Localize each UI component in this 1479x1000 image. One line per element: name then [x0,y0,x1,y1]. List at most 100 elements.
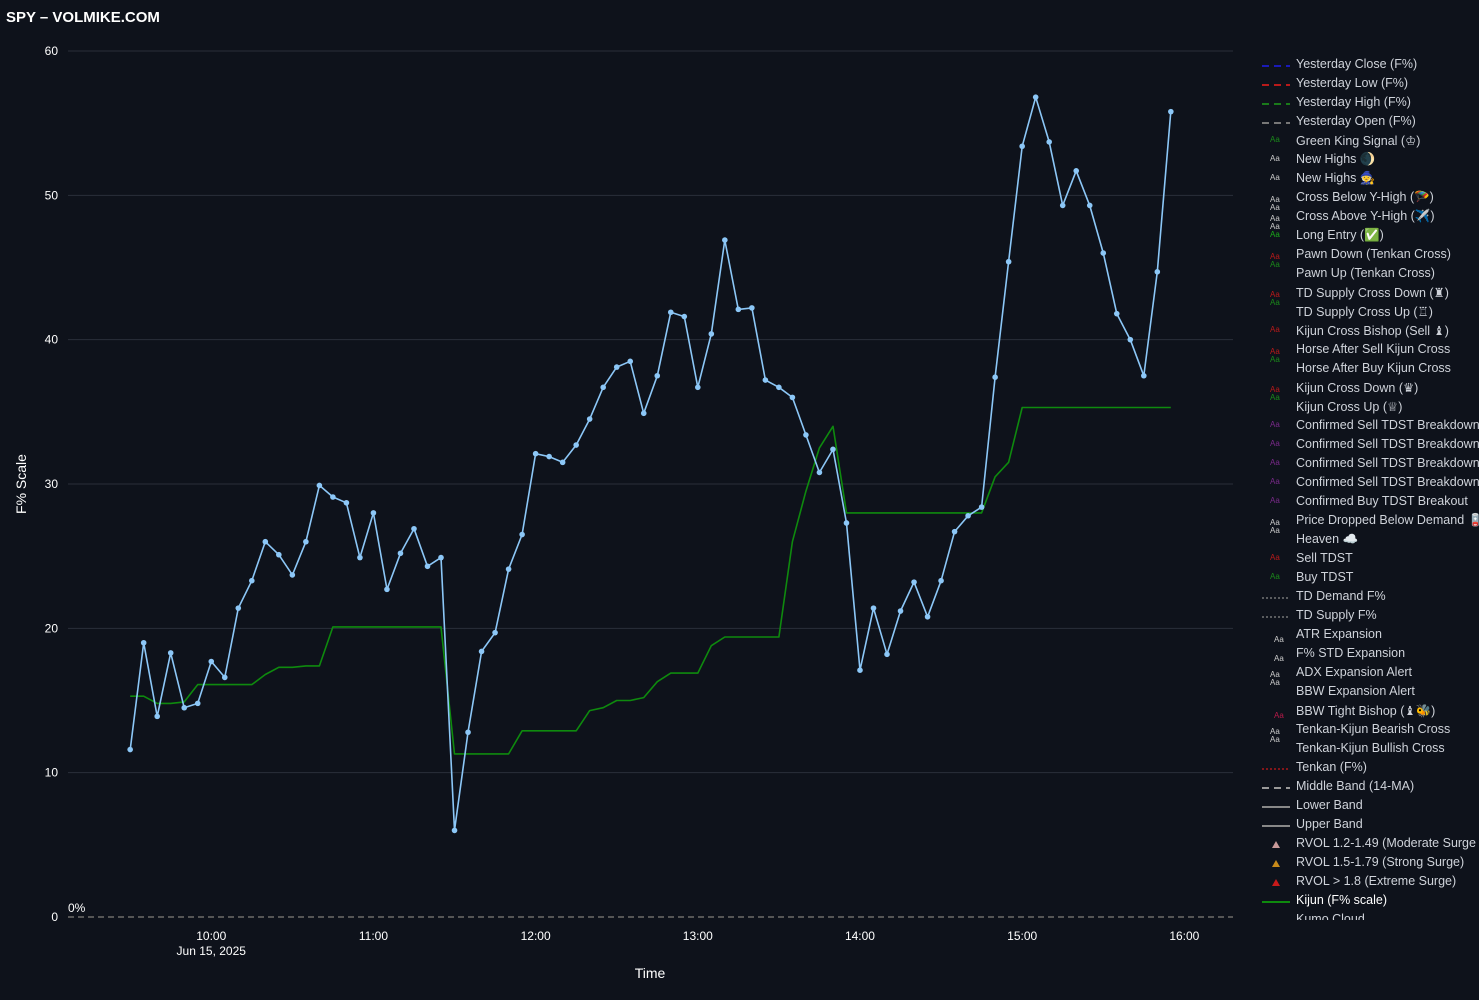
price-point[interactable] [1019,143,1025,150]
price-point[interactable] [167,650,174,656]
legend-item[interactable]: Aa Aa Pawn Down (Tenkan Cross) [1258,246,1479,269]
price-point[interactable] [1168,108,1174,115]
price-point[interactable] [951,528,958,535]
price-point[interactable] [1113,310,1120,317]
legend-item[interactable]: Heaven ☁️ [1258,531,1479,550]
legend-item[interactable]: Aa BBW Tight Bishop (♝🐝) [1258,702,1479,721]
price-point[interactable] [722,237,728,243]
price-point[interactable] [1059,202,1066,209]
legend-item[interactable]: Yesterday Low (F%) [1258,75,1479,94]
price-point[interactable] [803,432,809,438]
price-point[interactable] [1100,250,1107,256]
legend-item[interactable]: Aa New Highs 🌒 [1258,151,1479,170]
legend-item[interactable]: Horse After Buy Kijun Cross [1258,360,1479,379]
legend-item[interactable]: Tenkan-Kijun Bullish Cross [1258,740,1479,759]
price-point[interactable] [776,384,782,391]
legend-item[interactable]: Aa Aa Tenkan-Kijun Bearish Cross [1258,721,1479,744]
price-point[interactable] [492,629,498,636]
price-point[interactable] [640,410,647,417]
price-point[interactable] [654,372,661,379]
price-point[interactable] [938,577,944,584]
price-point[interactable] [276,551,282,558]
legend-item[interactable]: Aa Aa TD Supply Cross Down (♜) [1258,284,1479,307]
price-point[interactable] [843,520,850,526]
price-point[interactable] [911,579,917,585]
price-point[interactable] [546,453,552,460]
legend-item[interactable]: Aa ATR Expansion [1258,626,1479,645]
price-point[interactable] [857,667,863,673]
legend-item[interactable]: Pawn Up (Tenkan Cross) [1258,265,1479,284]
price-point[interactable] [1073,167,1080,174]
price-point[interactable] [478,648,485,655]
price-point[interactable] [519,531,525,538]
price-point[interactable] [181,704,188,711]
price-point[interactable] [992,374,998,380]
price-point[interactable] [330,494,336,500]
price-point[interactable] [884,651,890,658]
legend-item[interactable]: Upper Band [1258,816,1479,835]
legend-item[interactable]: RVOL 1.2-1.49 (Moderate Surge [1258,835,1479,854]
price-point[interactable] [1127,336,1134,343]
price-point[interactable] [924,613,931,620]
price-point[interactable] [978,504,985,510]
price-point[interactable] [438,554,444,561]
price-point[interactable] [1154,269,1161,275]
legend-item[interactable]: Kijun (F% scale) [1258,892,1479,911]
price-point[interactable] [343,499,350,506]
price-point[interactable] [465,729,471,736]
price-point[interactable] [667,309,674,316]
price-point[interactable] [289,572,296,578]
legend-item[interactable]: Aa Green King Signal (♔) [1258,132,1479,151]
price-point[interactable] [965,512,971,519]
kijun-line[interactable] [130,406,1171,755]
price-point[interactable] [208,658,215,665]
price-point[interactable] [221,674,228,681]
legend-item[interactable]: Yesterday Close (F%) [1258,56,1479,75]
legend-item[interactable]: Aa Aa Horse After Sell Kijun Cross [1258,341,1479,364]
price-point[interactable] [127,746,133,753]
legend-item[interactable]: Yesterday Open (F%) [1258,113,1479,132]
legend-item[interactable]: Lower Band [1258,797,1479,816]
price-point[interactable] [316,482,323,489]
legend-item[interactable]: TD Supply F% [1258,607,1479,626]
legend-item[interactable]: Kijun Cross Up (♕) [1258,398,1479,417]
legend-item[interactable]: Aa Long Entry (✅) [1258,227,1479,246]
legend-item[interactable]: BBW Expansion Alert [1258,683,1479,702]
price-point[interactable] [357,554,363,561]
legend-item[interactable]: Middle Band (14-MA) [1258,778,1479,797]
legend-item[interactable]: Aa Kijun Cross Bishop (Sell ♝) [1258,322,1479,341]
price-point[interactable] [1086,202,1093,209]
price-point[interactable] [384,586,390,593]
legend-item[interactable]: Aa Sell TDST [1258,550,1479,569]
price-point[interactable] [870,605,877,611]
legend-item[interactable]: RVOL > 1.8 (Extreme Surge) [1258,873,1479,892]
legend-item[interactable]: Aa New Highs 🧙 [1258,170,1479,189]
legend-item[interactable]: Aa Buy TDST [1258,569,1479,588]
price-point[interactable] [708,331,715,337]
price-point[interactable] [559,459,566,466]
price-point[interactable] [1005,258,1012,265]
price-point[interactable] [573,442,579,448]
legend-item[interactable]: Yesterday High (F%) [1258,94,1479,113]
price-line[interactable] [129,96,1172,832]
price-point[interactable] [789,394,796,401]
price-point[interactable] [762,377,769,383]
price-point[interactable] [600,384,606,391]
price-point[interactable] [397,550,404,557]
price-point[interactable] [1046,139,1052,145]
price-point[interactable] [830,446,836,453]
price-point[interactable] [1141,372,1147,379]
legend-item[interactable]: Aa Confirmed Buy TDST Breakout [1258,493,1479,512]
price-point[interactable] [411,525,417,532]
price-point[interactable] [303,538,309,545]
legend-item[interactable]: Aa Aa Kijun Cross Down (♛) [1258,379,1479,402]
legend-item[interactable]: Aa Aa Price Dropped Below Demand 🪫 [1258,512,1479,535]
legend-item[interactable]: Aa Confirmed Sell TDST Breakdown [1258,455,1479,474]
legend-item[interactable]: Aa Aa Cross Above Y-High (✈️) [1258,208,1479,231]
price-point[interactable] [235,605,242,611]
price-point[interactable] [370,510,377,516]
price-point[interactable] [194,700,201,707]
price-point[interactable] [897,608,904,614]
price-point[interactable] [695,384,701,391]
